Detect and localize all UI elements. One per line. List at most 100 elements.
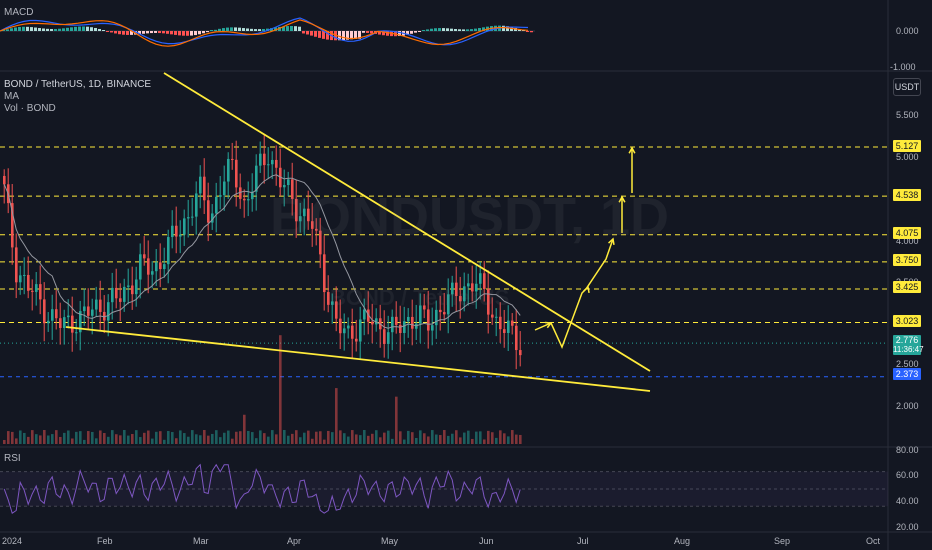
candle-body (411, 316, 414, 329)
volume-bar (91, 431, 94, 444)
volume-bar (67, 430, 70, 444)
level-tag: 3.023 (893, 315, 921, 327)
candle-body (55, 309, 58, 319)
macd-histogram-bar (442, 28, 445, 31)
volume-bar (387, 430, 390, 444)
volume-bar (75, 431, 78, 444)
candle-body (15, 247, 18, 283)
candle-body (495, 316, 498, 318)
candle-body (203, 176, 206, 201)
candle-body (23, 274, 26, 276)
candle-body (251, 191, 254, 200)
macd-histogram-bar (170, 31, 173, 35)
candle-body (199, 176, 202, 194)
macd-histogram-bar (38, 28, 41, 31)
macd-histogram-bar (286, 26, 289, 31)
candle-body (207, 200, 210, 223)
macd-histogram-bar (418, 31, 421, 32)
macd-histogram-bar (174, 31, 177, 35)
volume-bar (59, 436, 62, 444)
candle-body (315, 228, 318, 231)
volume-bar (299, 437, 302, 444)
volume-bar (183, 433, 186, 444)
volume-bar (499, 430, 502, 444)
macd-histogram-bar (274, 27, 277, 31)
macd-histogram-bar (222, 28, 225, 31)
volume-bar (267, 436, 270, 444)
candle-body (167, 237, 170, 265)
macd-histogram-bar (298, 26, 301, 31)
volume-bar (415, 437, 418, 444)
macd-histogram-bar (34, 27, 37, 31)
volume-indicator-label[interactable]: Vol · BOND (4, 103, 56, 114)
macd-histogram-bar (306, 31, 309, 35)
volume-bar (63, 432, 66, 444)
currency-badge[interactable]: USDT (893, 78, 921, 96)
volume-bar (43, 430, 46, 444)
volume-bar (339, 430, 342, 444)
rsi-line (3, 463, 521, 514)
candle-body (323, 254, 326, 293)
candle-body (95, 299, 98, 310)
candle-body (223, 181, 226, 196)
macd-histogram-bar (430, 28, 433, 31)
volume-bar (391, 438, 394, 444)
volume-bar (363, 430, 366, 444)
macd-histogram-bar (158, 31, 161, 34)
volume-bar (167, 431, 170, 444)
macd-histogram-bar (142, 31, 145, 34)
macd-histogram-bar (502, 25, 505, 31)
volume-bar (31, 430, 34, 444)
volume-bar (235, 431, 238, 444)
volume-bar (471, 438, 474, 444)
macd-histogram-bar (190, 31, 193, 36)
candle-body (363, 309, 366, 320)
candle-body (259, 153, 262, 166)
time-label: 2024 (2, 536, 23, 546)
symbol-title[interactable]: BOND / TetherUS, 1D, BINANCE (4, 79, 152, 90)
macd-histogram-bar (78, 26, 81, 31)
volume-bar (119, 435, 122, 444)
macd-histogram-bar (462, 29, 465, 31)
candle-body (507, 320, 510, 333)
candle-body (127, 285, 130, 287)
volume-bar (475, 431, 478, 444)
volume-bar (207, 435, 210, 444)
macd-histogram-bar (178, 31, 181, 36)
candle-body (63, 317, 66, 328)
macd-histogram-bar (98, 28, 101, 31)
volume-bar (131, 434, 134, 444)
volume-bar (79, 431, 82, 444)
volume-bar (375, 430, 378, 444)
candle-body (483, 273, 486, 289)
macd-histogram-bar (154, 31, 157, 33)
candle-body (107, 302, 110, 321)
macd-histogram-bar (474, 28, 477, 31)
ma-indicator-label[interactable]: MA (4, 91, 19, 102)
volume-bar (487, 430, 490, 444)
candle-body (343, 328, 346, 334)
candle-body (455, 282, 458, 297)
candle-body (439, 309, 442, 313)
candle-body (187, 217, 190, 219)
candle-body (463, 286, 466, 302)
time-label: May (381, 536, 399, 546)
macd-histogram-bar (186, 31, 189, 36)
candle-body (467, 283, 470, 287)
volume-bar (227, 430, 230, 444)
candle-body (331, 301, 334, 305)
volume-bar (347, 436, 350, 444)
volume-bar (211, 433, 214, 444)
candle-body (487, 288, 490, 315)
volume-bar (443, 430, 446, 444)
volume-bar (127, 435, 130, 444)
volume-bar (103, 433, 106, 444)
candle-body (367, 309, 370, 322)
macd-histogram-bar (386, 31, 389, 36)
volume-bar (123, 430, 126, 444)
candle-body (283, 185, 286, 188)
candle-body (119, 298, 122, 302)
candle-body (19, 275, 22, 283)
volume-bar (223, 432, 226, 444)
volume-bar (71, 438, 74, 444)
